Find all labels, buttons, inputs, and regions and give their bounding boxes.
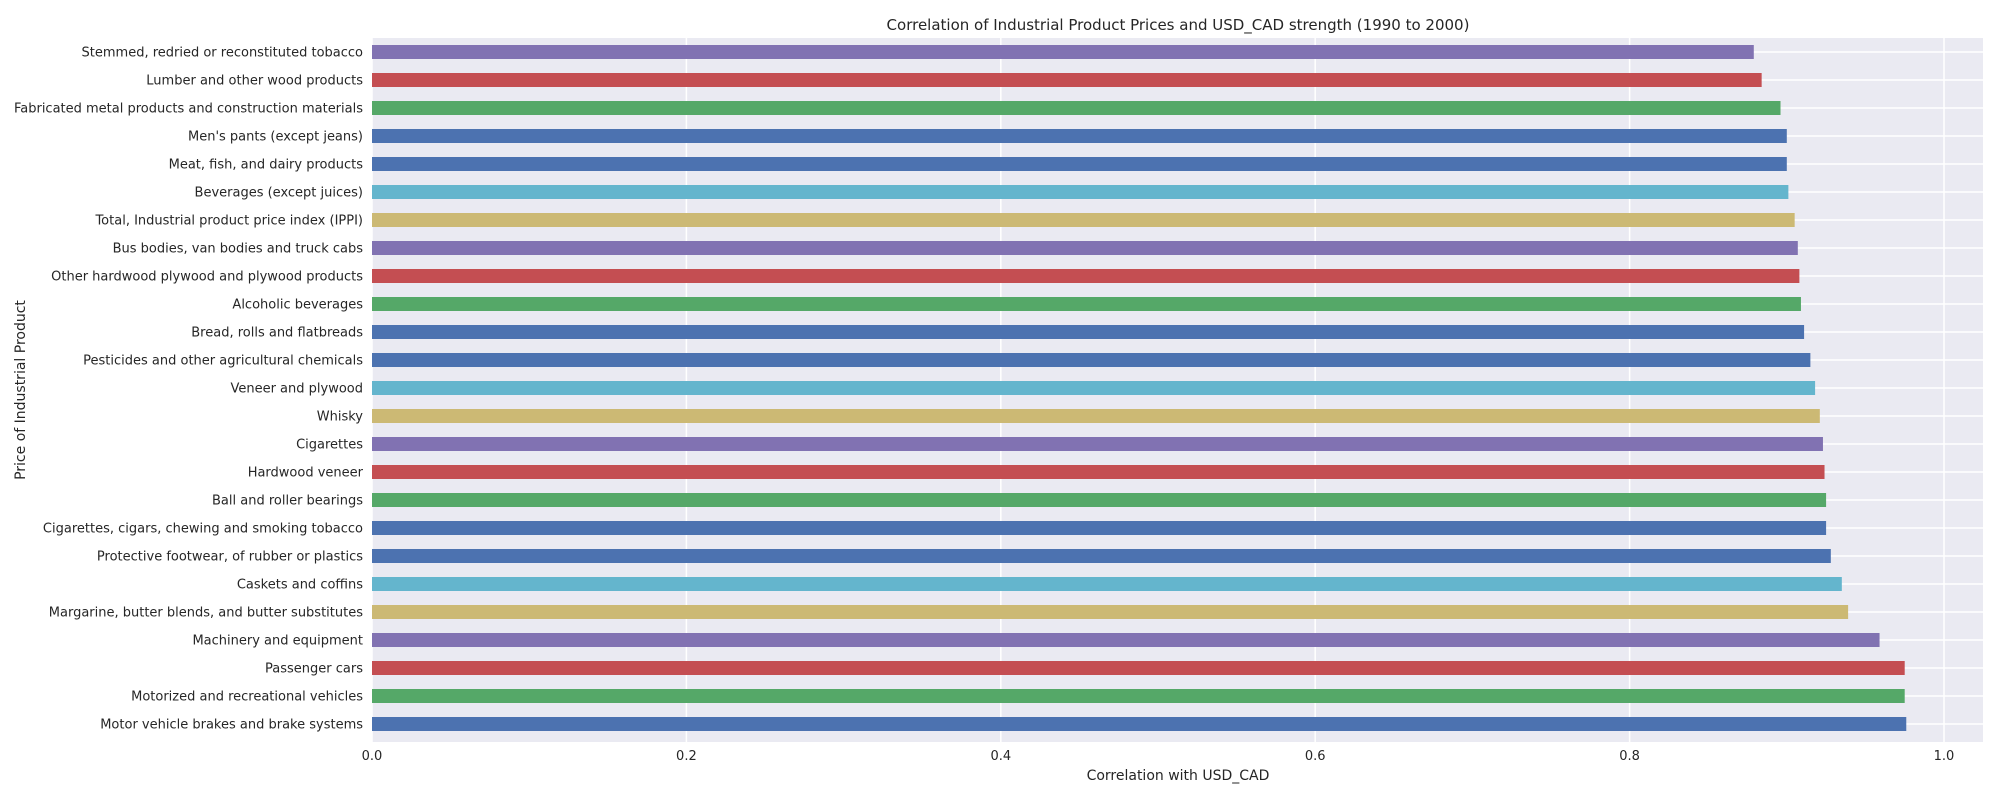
bar xyxy=(372,73,1762,87)
bar xyxy=(372,549,1831,563)
category-label: Other hardwood plywood and plywood produ… xyxy=(51,270,363,285)
category-label: Passenger cars xyxy=(265,662,363,677)
category-label: Total, Industrial product price index (I… xyxy=(94,214,363,229)
category-label: Motor vehicle brakes and brake systems xyxy=(100,718,363,733)
category-label: Bus bodies, van bodies and truck cabs xyxy=(113,242,364,257)
bar xyxy=(372,157,1787,171)
bar xyxy=(372,381,1816,395)
category-label: Bread, rolls and flatbreads xyxy=(191,326,363,341)
category-label: Cigarettes, cigars, chewing and smoking … xyxy=(43,522,363,537)
bar xyxy=(372,325,1805,339)
category-label: Men's pants (except jeans) xyxy=(188,130,363,145)
bar xyxy=(372,213,1795,227)
category-label: Margarine, butter blends, and butter sub… xyxy=(49,606,363,621)
bar xyxy=(372,241,1798,255)
bar xyxy=(372,101,1781,115)
x-tick-label: 0.4 xyxy=(990,749,1011,764)
x-axis-label: Correlation with USD_CAD xyxy=(1087,768,1270,784)
bar xyxy=(372,521,1827,535)
x-tick-labels: 0.0 0.2 0.4 0.6 0.8 1.0 xyxy=(362,749,1955,764)
x-tick-label: 0.6 xyxy=(1305,749,1326,764)
category-label: Alcoholic beverages xyxy=(232,298,363,313)
bar xyxy=(372,633,1880,647)
bar xyxy=(372,297,1801,311)
category-label: Protective footwear, of rubber or plasti… xyxy=(97,550,363,565)
x-tick-label: 0.2 xyxy=(676,749,697,764)
bar xyxy=(372,689,1905,703)
category-label: Whisky xyxy=(317,410,364,425)
bar xyxy=(372,409,1820,423)
bar xyxy=(372,661,1905,675)
bar xyxy=(372,465,1825,479)
bar xyxy=(372,493,1827,507)
category-label: Lumber and other wood products xyxy=(146,74,363,89)
category-label: Beverages (except juices) xyxy=(195,186,363,201)
x-tick-label: 0.0 xyxy=(362,749,383,764)
bar xyxy=(372,45,1754,59)
bar xyxy=(372,353,1811,367)
category-labels: Motor vehicle brakes and brake systems Mo… xyxy=(14,46,364,733)
category-label: Motorized and recreational vehicles xyxy=(131,690,363,705)
bar xyxy=(372,717,1907,731)
category-label: Cigarettes xyxy=(296,438,363,453)
bar xyxy=(372,185,1789,199)
x-tick-label: 0.8 xyxy=(1619,749,1640,764)
bar xyxy=(372,269,1800,283)
category-label: Caskets and coffins xyxy=(237,578,363,593)
category-label: Pesticides and other agricultural chemic… xyxy=(83,354,363,369)
bar xyxy=(372,129,1787,143)
category-label: Ball and roller bearings xyxy=(212,494,363,509)
y-axis-label: Price of Industrial Product xyxy=(13,300,29,480)
chart-title: Correlation of Industrial Product Prices… xyxy=(887,16,1470,35)
category-label: Veneer and plywood xyxy=(230,382,363,397)
category-label: Hardwood veneer xyxy=(248,466,364,481)
bar xyxy=(372,605,1849,619)
category-label: Meat, fish, and dairy products xyxy=(169,158,364,173)
bars xyxy=(372,45,1907,731)
category-label: Stemmed, redried or reconstituted tobacc… xyxy=(82,46,364,61)
bar xyxy=(372,437,1823,451)
category-label: Machinery and equipment xyxy=(192,634,363,649)
category-label: Fabricated metal products and constructi… xyxy=(14,102,363,117)
bar xyxy=(372,577,1842,591)
x-tick-label: 1.0 xyxy=(1934,749,1955,764)
